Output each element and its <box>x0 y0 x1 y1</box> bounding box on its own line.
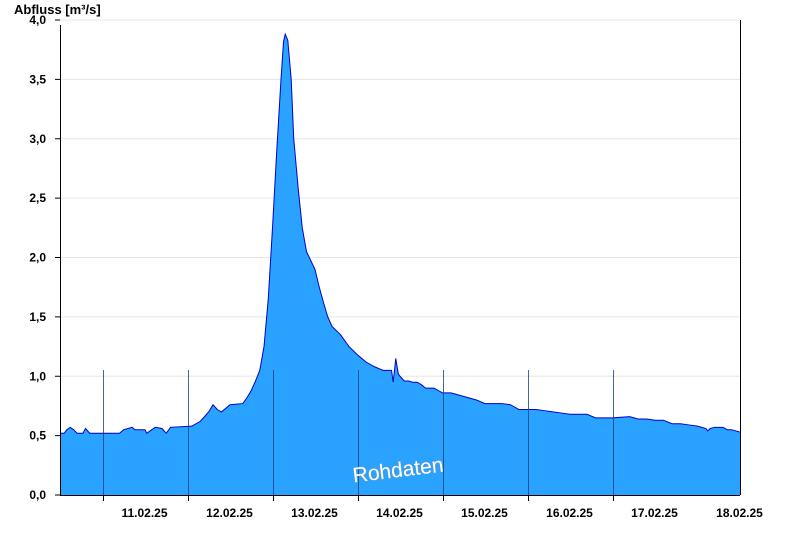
discharge-line <box>60 32 741 435</box>
y-tick-label: 1,5 <box>29 310 46 324</box>
x-tick-label: 17.02.25 <box>631 506 678 520</box>
y-tick-label: 0,5 <box>29 429 46 443</box>
discharge-area <box>60 34 740 495</box>
y-tick-label: 3,5 <box>29 72 46 86</box>
x-tick-label: 15.02.25 <box>461 506 508 520</box>
axes <box>55 19 741 501</box>
x-tick-label: 12.02.25 <box>206 506 253 520</box>
y-tick-label: 4,0 <box>29 13 46 27</box>
area-layer <box>60 32 741 495</box>
tick-labels: 0,0 0,5 1,0 1,5 2,0 2,5 3,0 3,5 4,0 11.02.25 12.02… <box>29 13 763 520</box>
y-axis-title: Abfluss [m³/s] <box>14 2 101 17</box>
x-tick-label: 18.02.25 <box>716 506 763 520</box>
y-tick-label: 1,0 <box>29 369 46 383</box>
gridlines <box>60 19 740 437</box>
day-dividers <box>103 370 614 495</box>
x-tick-label: 13.02.25 <box>291 506 338 520</box>
x-tick-label: 14.02.25 <box>376 506 423 520</box>
y-tick-label: 2,5 <box>29 191 46 205</box>
x-tick-label: 11.02.25 <box>121 506 167 520</box>
x-tick-label: 16.02.25 <box>546 506 593 520</box>
y-tick-label: 3,0 <box>29 132 46 146</box>
y-tick-label: 0,0 <box>29 488 46 502</box>
y-tick-label: 2,0 <box>29 251 46 265</box>
